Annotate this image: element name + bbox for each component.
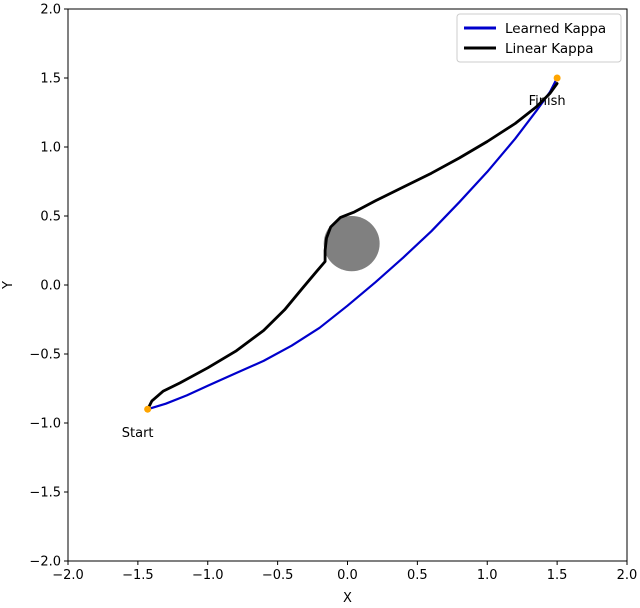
x-tick-label: 0.0 [337,568,358,583]
curves-layer [146,79,559,411]
y-tick-label: 1.0 [40,141,61,156]
legend-label-linear-kappa: Linear Kappa [505,41,594,57]
x-tick-label: −1.5 [122,568,154,583]
finish-point [553,74,561,82]
finish-label: Finish [529,94,566,109]
markers-layer: Start Finish [122,74,566,441]
ticks-layer: −2.0 −1.5 −1.0 −0.5 0.0 0.5 1.0 1.5 2.0 −2.0 −1.5 −… [29,3,637,584]
x-tick-label: 2.0 [617,568,638,583]
y-tick-label: 0.0 [40,279,61,294]
plot-frame [67,8,628,562]
x-tick-label: 1.5 [547,568,568,583]
legend-box [456,13,622,63]
y-tick-label: 1.5 [40,72,61,87]
y-tick-label: −0.5 [29,348,61,363]
y-tick-label: −2.0 [29,555,61,570]
series-line-learned-kappa [146,79,557,411]
x-tick-label: 0.5 [407,568,428,583]
x-tick-label: 1.0 [477,568,498,583]
x-axis-label: X [343,591,352,606]
start-label: Start [122,426,154,441]
y-tick-label: 0.5 [40,210,61,225]
obstacle-circle [323,216,380,272]
x-tick-label: −2.0 [52,568,84,583]
legend-label-learned-kappa: Learned Kappa [505,21,606,37]
y-tick-label: −1.0 [29,417,61,432]
y-tick-label: −1.5 [29,486,61,501]
y-axis-label: Y [1,281,16,290]
series-line-linear-kappa [146,82,559,411]
legend: Learned Kappa Linear Kappa [456,13,622,63]
x-tick-label: −0.5 [262,568,294,583]
y-tick-label: 2.0 [40,3,61,18]
x-tick-label: −1.0 [192,568,224,583]
start-point [144,405,152,413]
